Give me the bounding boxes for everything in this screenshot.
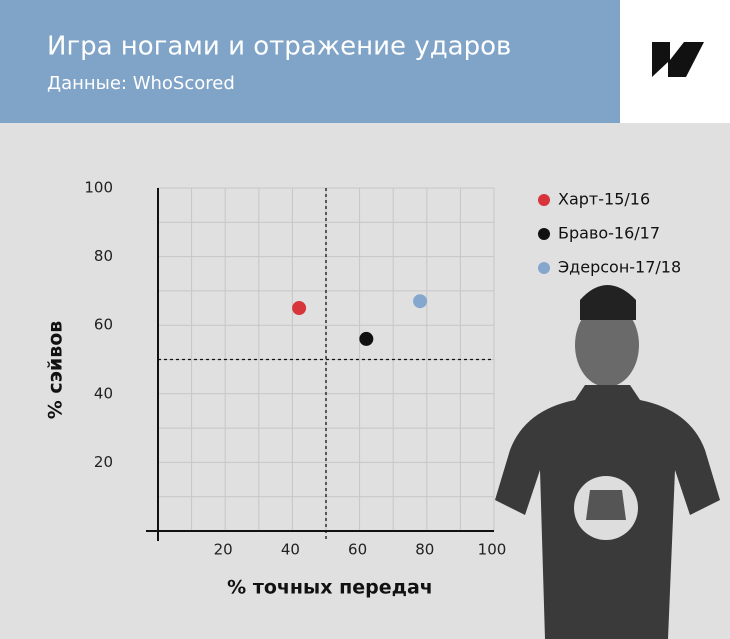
y-tick-label: 40	[94, 384, 113, 402]
legend-marker	[538, 228, 550, 240]
title: Игра ногами и отражение ударов	[47, 32, 511, 62]
y-tick-label: 80	[94, 247, 113, 265]
x-tick-label: 20	[214, 541, 233, 559]
y-tick-label: 20	[94, 453, 113, 471]
x-tick-label: 40	[281, 541, 300, 559]
x-axis-label: % точных передач	[227, 577, 433, 599]
x-tick-label: 60	[348, 541, 367, 559]
legend-marker	[538, 262, 550, 274]
player-photo	[495, 285, 720, 639]
x-tick-label: 80	[415, 541, 434, 559]
point	[292, 301, 307, 316]
point	[413, 294, 428, 309]
point	[359, 331, 374, 346]
logo	[652, 42, 704, 77]
legend-label: Эдерсон-17/18	[558, 258, 681, 277]
subtitle: Данные: WhoScored	[47, 73, 235, 94]
y-axis-label: % сэйвов	[45, 321, 67, 420]
y-tick-label: 60	[94, 316, 113, 334]
x-tick-label: 100	[478, 541, 507, 559]
legend-marker	[538, 194, 550, 206]
header-band	[0, 0, 620, 123]
y-tick-label: 100	[84, 179, 113, 197]
legend-label: Харт-15/16	[558, 190, 650, 209]
legend-label: Браво-16/17	[558, 224, 660, 243]
